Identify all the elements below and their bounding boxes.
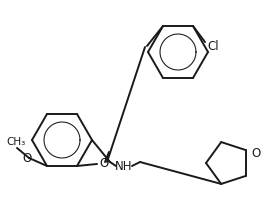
Text: CH₃: CH₃ xyxy=(6,137,26,147)
Text: NH: NH xyxy=(115,161,133,173)
Text: Cl: Cl xyxy=(207,40,219,52)
Text: O: O xyxy=(22,153,32,166)
Text: O: O xyxy=(252,147,261,159)
Text: O: O xyxy=(99,157,108,171)
